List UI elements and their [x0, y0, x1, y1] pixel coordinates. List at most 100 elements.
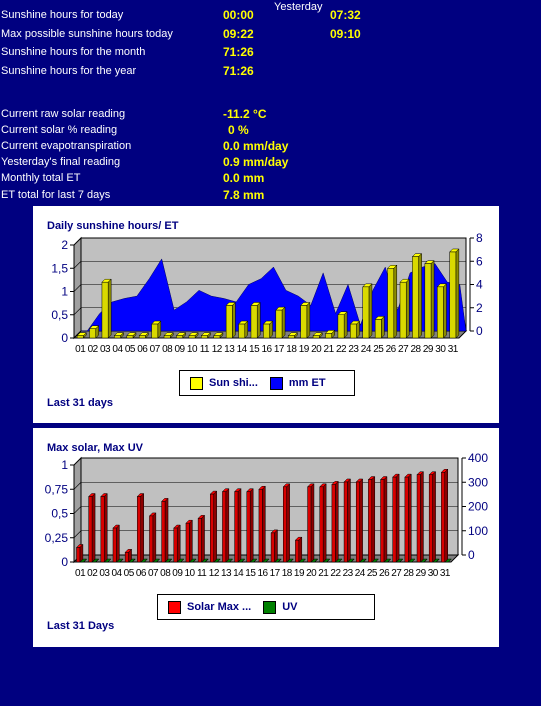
reading-value: 0.9 mm/day [223, 155, 289, 169]
chart-legend: Sun shi... mm ET [179, 370, 355, 396]
bar-side [281, 306, 286, 339]
reading-label: Yesterday's final reading [1, 156, 121, 168]
bar-16 [263, 323, 270, 339]
bar-06 [138, 335, 146, 339]
x-tick-label: 24 [355, 568, 366, 579]
bar-03 [100, 496, 105, 563]
left-tick-label: 0,25 [45, 531, 69, 545]
bar-side [335, 480, 339, 563]
gridline [73, 530, 82, 538]
bar-side [229, 558, 233, 563]
x-tick-label: 25 [373, 344, 384, 355]
bar-side [241, 558, 245, 563]
legend-swatch-et [269, 376, 283, 390]
bar-side [91, 492, 96, 563]
bar-07 [151, 323, 159, 339]
bar-21 [319, 486, 324, 563]
bar-side [140, 492, 144, 563]
x-tick-label: 02 [88, 344, 99, 355]
bar-side [237, 488, 242, 563]
chart-footer: Last 31 days [47, 397, 114, 409]
bar-side [107, 558, 112, 563]
x-tick-label: 15 [245, 568, 256, 579]
bar-29 [424, 263, 432, 339]
bar-09 [173, 527, 178, 563]
bar-29 [416, 474, 421, 563]
bar-side [217, 558, 221, 563]
gridline [73, 482, 82, 490]
bar-17 [270, 532, 275, 563]
summary-today-value: 00:00 [223, 8, 254, 22]
left-tick-label: 0,5 [51, 308, 68, 322]
bar-side [249, 488, 254, 563]
right-tick-label: 400 [468, 451, 488, 465]
summary-today-value: 71:26 [223, 64, 254, 78]
chart-title: Daily sunshine hours/ ET [47, 220, 179, 232]
bar-side [395, 473, 400, 563]
x-tick-label: 29 [416, 568, 427, 579]
x-tick-label: 22 [330, 568, 341, 579]
x-tick-label: 21 [324, 344, 335, 355]
bar-side [418, 253, 422, 339]
legend-label-et: mm ET [288, 377, 326, 389]
bar-13 [222, 491, 227, 563]
bar-side [156, 558, 160, 563]
chart-title: Max solar, Max UV [47, 442, 143, 454]
bar-top [262, 558, 270, 563]
bar-side [302, 558, 306, 563]
left-tick-label: 0 [61, 331, 68, 345]
x-tick-label: 05 [124, 568, 135, 579]
x-tick-label: 23 [348, 344, 359, 355]
summary-label: Sunshine hours for the year [1, 65, 137, 77]
legend-swatch-uv [263, 600, 277, 614]
bar-side [168, 558, 172, 563]
x-tick-label: 21 [318, 568, 329, 579]
bar-side [164, 497, 169, 563]
bar-13 [225, 305, 233, 339]
bar-side [286, 483, 290, 563]
bar-05 [124, 552, 129, 563]
bar-01 [76, 335, 84, 339]
bar-22 [331, 484, 336, 563]
x-tick-label: 08 [162, 344, 173, 355]
bar-side [368, 283, 373, 339]
x-tick-label: 07 [148, 568, 159, 579]
bar-11 [197, 518, 202, 563]
bar-side [306, 301, 311, 339]
x-tick-label: 19 [299, 344, 310, 355]
bar-side [432, 471, 436, 563]
bar-side [79, 543, 84, 563]
x-tick-label: 07 [150, 344, 161, 355]
bar-side [411, 558, 416, 563]
bar-12 [213, 335, 221, 339]
bar-side [298, 536, 303, 563]
bar-side [405, 278, 410, 339]
x-tick-label: 17 [274, 344, 285, 355]
bar-19 [295, 539, 300, 563]
summary-today-value: 71:26 [223, 45, 254, 59]
bar-07 [149, 515, 154, 563]
chart-legend: Solar Max ... UV [157, 594, 375, 620]
bar-23 [350, 323, 357, 339]
x-tick-label: 19 [294, 568, 305, 579]
x-tick-label: 01 [75, 568, 86, 579]
bar-side [383, 475, 388, 563]
x-tick-label: 22 [336, 344, 347, 355]
x-tick-label: 10 [187, 344, 198, 355]
bar-02 [88, 496, 93, 563]
bar-side [95, 558, 99, 563]
bar-side [256, 301, 261, 339]
summary-today-value: 09:22 [223, 27, 254, 41]
left-tick-label: 0 [61, 555, 68, 569]
bar-06 [137, 496, 141, 563]
reading-value: 7.8 mm [223, 188, 265, 202]
right-tick-label: 2 [476, 301, 483, 315]
bar-18 [282, 486, 287, 563]
bar-15 [246, 491, 251, 563]
x-tick-label: 06 [137, 344, 148, 355]
summary-yesterday-value: 07:32 [330, 8, 361, 22]
bar-side [347, 478, 351, 563]
x-tick-label: 26 [379, 568, 390, 579]
bar-side [444, 468, 448, 563]
x-tick-label: 17 [270, 568, 281, 579]
